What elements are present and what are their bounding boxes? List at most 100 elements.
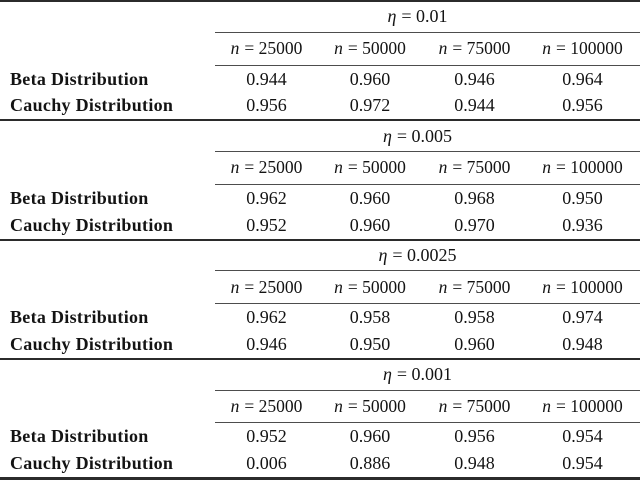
partial-rule	[215, 389, 640, 391]
value-cell: 0.974	[562, 307, 603, 328]
n-symbol: n	[334, 395, 343, 416]
value-cell: 0.962	[246, 187, 287, 208]
partial-rule	[215, 270, 640, 272]
eta-symbol: η	[387, 6, 397, 27]
eta-value: = 0.01	[401, 6, 448, 27]
value-cell: 0.944	[454, 95, 495, 116]
column-header: n = 50000	[318, 38, 422, 59]
n-value: = 25000	[244, 395, 303, 416]
value-cell: 0.968	[454, 187, 495, 208]
value-cell: 0.970	[454, 214, 495, 235]
row-label: Cauchy Distribution	[10, 95, 174, 116]
eta-value: = 0.005	[396, 125, 453, 146]
column-header: n = 100000	[527, 157, 638, 178]
row-label: Beta Distribution	[10, 187, 149, 208]
n-value: = 50000	[347, 276, 406, 297]
value-cell: 0.958	[349, 307, 391, 328]
column-header: n = 100000	[527, 38, 638, 59]
table-row-beta: Beta Distribution 0.952 0.960 0.956 0.95…	[0, 423, 640, 450]
eta-value: = 0.0025	[392, 244, 457, 265]
n-symbol: n	[334, 38, 343, 59]
value-cell: 0.944	[246, 68, 287, 89]
eta-header-row: η = 0.01	[0, 2, 640, 32]
column-header: n = 50000	[318, 396, 422, 417]
value-cell: 0.946	[454, 68, 495, 89]
column-header: n = 100000	[527, 277, 638, 298]
partial-rule	[215, 151, 640, 153]
value-cell: 0.956	[246, 95, 287, 116]
n-value: = 75000	[452, 38, 511, 59]
table-row-beta: Beta Distribution 0.944 0.960 0.946 0.96…	[0, 66, 640, 93]
value-cell: 0.886	[349, 453, 391, 474]
row-label: Cauchy Distribution	[10, 453, 174, 474]
row-label: Beta Distribution	[10, 307, 149, 328]
value-cell: 0.936	[562, 214, 603, 235]
column-header: n = 75000	[422, 157, 527, 178]
value-cell: 0.962	[246, 307, 287, 328]
partial-rule	[215, 422, 640, 424]
n-value: = 50000	[347, 395, 406, 416]
column-header-row: n = 25000 n = 50000 n = 75000 n = 100000	[0, 391, 640, 423]
column-header: n = 25000	[215, 38, 318, 59]
column-header: n = 25000	[215, 157, 318, 178]
row-label: Cauchy Distribution	[10, 333, 174, 354]
column-header: n = 75000	[422, 38, 527, 59]
eta-header-row: η = 0.001	[0, 360, 640, 390]
eta-symbol: η	[378, 244, 388, 265]
value-cell: 0.954	[562, 453, 603, 474]
value-cell: 0.964	[562, 68, 603, 89]
value-cell: 0.958	[454, 307, 495, 328]
value-cell: 0.952	[246, 426, 287, 447]
table-row-cauchy: Cauchy Distribution 0.006 0.886 0.948 0.…	[0, 450, 640, 477]
n-symbol: n	[542, 276, 551, 297]
partial-rule	[215, 183, 640, 185]
table-section-eta-0-001: η = 0.001 n = 25000 n = 50000 n = 75000 n = 1…	[0, 357, 640, 477]
value-cell: 0.948	[562, 333, 603, 354]
column-header: n = 75000	[422, 396, 527, 417]
partial-rule	[215, 303, 640, 305]
table-section-eta-0-01: η = 0.01 n = 25000 n = 50000 n = 75000 n = 10…	[0, 0, 640, 119]
table-row-cauchy: Cauchy Distribution 0.952 0.960 0.970 0.…	[0, 212, 640, 239]
value-cell: 0.960	[349, 426, 391, 447]
column-header: n = 75000	[422, 277, 527, 298]
n-symbol: n	[334, 157, 343, 178]
n-value: = 50000	[347, 157, 406, 178]
row-label: Beta Distribution	[10, 68, 149, 89]
eta-header: η = 0.01	[215, 6, 640, 27]
n-symbol: n	[334, 276, 343, 297]
column-header: n = 25000	[215, 277, 318, 298]
n-value: = 100000	[556, 276, 623, 297]
value-cell: 0.960	[349, 68, 391, 89]
column-header-row: n = 25000 n = 50000 n = 75000 n = 100000	[0, 152, 640, 184]
value-cell: 0.972	[349, 95, 391, 116]
n-value: = 100000	[556, 157, 623, 178]
eta-symbol: η	[382, 125, 392, 146]
value-cell: 0.960	[349, 187, 391, 208]
partial-rule	[215, 64, 640, 66]
value-cell: 0.950	[349, 333, 391, 354]
value-cell: 0.006	[246, 453, 287, 474]
row-label: Cauchy Distribution	[10, 214, 174, 235]
partial-rule	[215, 31, 640, 33]
n-symbol: n	[438, 157, 448, 178]
table-section-eta-0-0025: η = 0.0025 n = 25000 n = 50000 n = 75000 n = …	[0, 238, 640, 358]
n-value: = 25000	[244, 38, 303, 59]
n-symbol: n	[542, 38, 551, 59]
column-header-row: n = 25000 n = 50000 n = 75000 n = 100000	[0, 33, 640, 65]
value-cell: 0.960	[454, 333, 495, 354]
n-symbol: n	[230, 38, 240, 59]
table-row-beta: Beta Distribution 0.962 0.958 0.958 0.97…	[0, 304, 640, 331]
n-symbol: n	[230, 276, 240, 297]
n-symbol: n	[542, 157, 551, 178]
n-value: = 75000	[452, 395, 511, 416]
n-symbol: n	[438, 395, 448, 416]
value-cell: 0.946	[246, 333, 287, 354]
eta-value: = 0.001	[396, 364, 453, 385]
n-value: = 75000	[452, 157, 511, 178]
n-symbol: n	[230, 157, 240, 178]
eta-header: η = 0.005	[215, 126, 640, 147]
eta-symbol: η	[382, 364, 392, 385]
n-value: = 25000	[244, 157, 303, 178]
n-value: = 50000	[347, 38, 406, 59]
